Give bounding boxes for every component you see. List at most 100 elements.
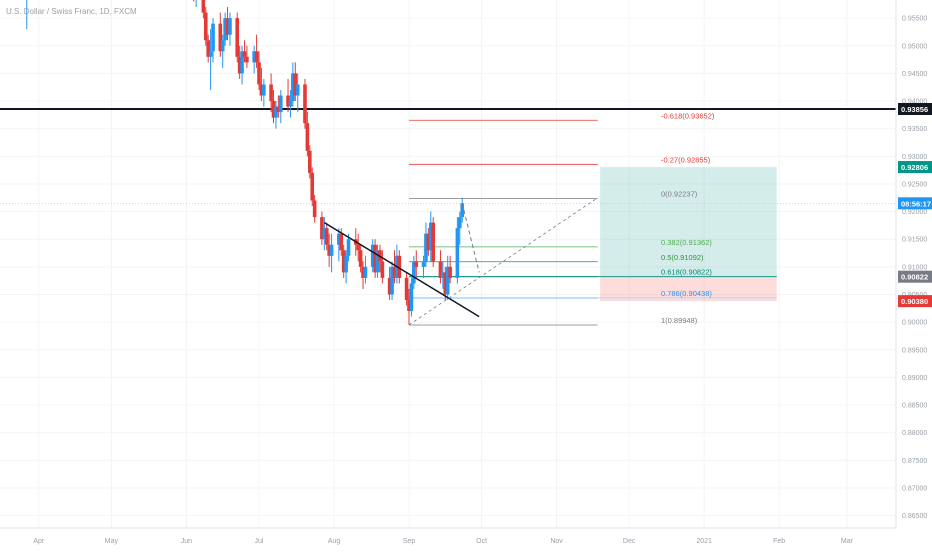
candle-body: [291, 73, 295, 102]
candle-body: [412, 261, 416, 284]
candle-body: [344, 255, 348, 273]
candle-body: [414, 261, 419, 267]
candle-body: [363, 266, 368, 278]
candle-body: [346, 239, 351, 256]
position-tool[interactable]: [600, 167, 777, 302]
time-tick-label: Aug: [328, 538, 341, 545]
price-axis-tag[interactable]: [898, 295, 932, 308]
candle-body: [262, 84, 266, 96]
candle-body: [448, 266, 452, 278]
price-axis-tag-label: 0.90380: [901, 297, 928, 306]
candle-body: [460, 203, 465, 218]
candle-body: [308, 150, 312, 173]
candle-body: [223, 18, 227, 41]
candle-body: [361, 266, 365, 278]
candle-body: [303, 84, 307, 124]
price-axis-tag-label: 0.90822: [901, 273, 928, 282]
candle-body: [397, 255, 402, 278]
price-tick-label: 0.89000: [902, 375, 927, 382]
candle-body: [443, 272, 448, 295]
fib-trend-projection[interactable]: [408, 197, 598, 326]
candle-body: [218, 23, 223, 52]
candle-body: [320, 217, 324, 240]
time-tick-label: Dec: [623, 538, 636, 545]
price-tick-label: 0.87500: [902, 458, 927, 465]
candle-body: [242, 51, 247, 57]
candle-body: [286, 95, 290, 107]
price-tick-label: 0.88000: [902, 430, 927, 437]
candle-body: [203, 12, 208, 41]
candle-body: [426, 233, 431, 251]
candle-body: [339, 233, 344, 251]
candle-body: [438, 261, 443, 278]
candle-body: [201, 0, 206, 13]
price-axis-tag[interactable]: [898, 197, 932, 210]
candle-body: [235, 18, 240, 57]
projected-path[interactable]: [461, 203, 480, 273]
candle-body: [421, 261, 426, 267]
candle-body: [380, 261, 385, 278]
trendline[interactable]: [323, 221, 480, 318]
candle-body: [327, 244, 331, 256]
candle-body: [329, 244, 334, 256]
candle-body: [288, 101, 293, 107]
candle-body: [373, 244, 377, 273]
fib-level-label: 0.5(0.91092): [661, 253, 704, 262]
candle-body: [211, 23, 215, 52]
position-loss-zone[interactable]: [600, 276, 777, 302]
candle-body: [269, 84, 273, 102]
fib-level-label: -0.27(0.92855): [661, 155, 711, 164]
candle-body: [407, 300, 411, 312]
price-tick-label: 0.94000: [902, 99, 927, 106]
price-tick-label: 0.93000: [902, 154, 927, 161]
fib-level-label: 0.618(0.90822): [661, 268, 712, 277]
time-axis[interactable]: Apr May Jun Jul Aug Sep Oct Nov Dec 2021 Feb Mar: [0, 527, 896, 545]
candle-body: [370, 244, 375, 267]
candle-body: [358, 250, 363, 267]
candle-body: [252, 51, 256, 63]
price-axis-tag[interactable]: [898, 270, 932, 283]
candle-body: [392, 266, 397, 278]
price-axis-tag[interactable]: [898, 161, 932, 174]
price-axis-tag[interactable]: [898, 103, 932, 115]
candle-body: [409, 283, 414, 312]
candle-body: [259, 84, 264, 96]
candle-body: [254, 51, 259, 63]
price-tick-label: 0.93500: [902, 126, 927, 133]
candle-body: [455, 228, 460, 278]
time-tick-label: Jul: [255, 538, 264, 545]
price-tick-label: 0.89500: [902, 347, 927, 354]
fib-retracement[interactable]: -0.618(0.93652) -0.27(0.92855) 0(0.92237) 0…: [409, 111, 777, 326]
price-axis-tag-label: 0.93856: [901, 105, 928, 114]
candle-body: [228, 18, 232, 35]
fib-level-label: 0.786(0.90438): [661, 289, 712, 298]
time-tick-label: Oct: [476, 538, 487, 545]
time-tick-label: Apr: [33, 538, 45, 545]
price-tick-label: 0.92500: [902, 181, 927, 188]
candle-body: [312, 200, 317, 218]
candle-body: [356, 244, 360, 251]
price-axis[interactable]: 0.95500 0.95000 0.94500 0.94000 0.93500 0.930…: [895, 0, 932, 528]
candles: [26, 0, 465, 325]
candle-body: [240, 51, 244, 74]
price-tick-label: 0.91500: [902, 237, 927, 244]
price-tick-label: 0.95000: [902, 43, 927, 50]
candle-body: [404, 277, 409, 301]
candle-body: [274, 106, 278, 118]
candle-body: [276, 106, 281, 113]
fib-level-label: 1(0.89948): [661, 316, 698, 325]
time-tick-label: Feb: [773, 538, 785, 545]
candle-body: [324, 228, 329, 245]
price-tick-label: 0.90000: [902, 320, 927, 327]
candle-body: [322, 228, 327, 240]
price-tick-label: 0.88500: [902, 403, 927, 410]
drawings[interactable]: [323, 197, 598, 326]
candle-body: [271, 101, 276, 118]
fib-level-label: 0(0.92237): [661, 189, 698, 198]
position-profit-zone[interactable]: [600, 167, 777, 277]
candle-body: [220, 40, 225, 52]
horizontal-lines[interactable]: [0, 108, 896, 204]
